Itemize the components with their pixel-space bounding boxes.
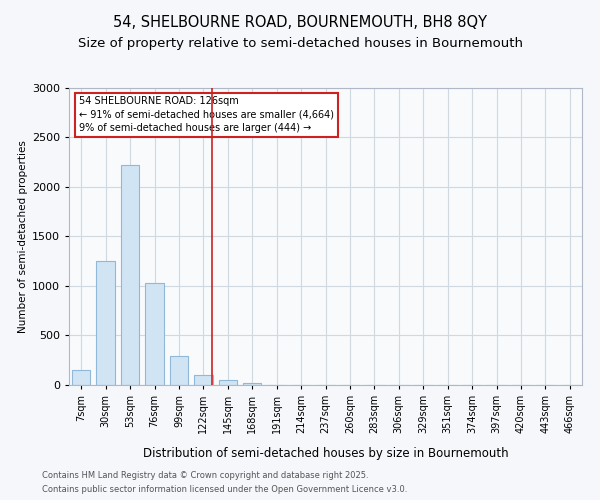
Bar (170, 356, 188, 385)
Y-axis label: Number of semi-detached properties: Number of semi-detached properties (17, 140, 28, 332)
Text: Size of property relative to semi-detached houses in Bournemouth: Size of property relative to semi-detach… (77, 38, 523, 51)
Bar (72, 370, 91, 385)
Text: Contains public sector information licensed under the Open Government Licence v3: Contains public sector information licen… (42, 484, 407, 494)
Bar (194, 375, 212, 385)
Text: 54 SHELBOURNE ROAD: 126sqm
← 91% of semi-detached houses are smaller (4,664)
9% : 54 SHELBOURNE ROAD: 126sqm ← 91% of semi… (79, 96, 334, 133)
X-axis label: Distribution of semi-detached houses by size in Bournemouth: Distribution of semi-detached houses by … (143, 448, 508, 460)
Bar (218, 380, 237, 385)
Text: 54, SHELBOURNE ROAD, BOURNEMOUTH, BH8 8QY: 54, SHELBOURNE ROAD, BOURNEMOUTH, BH8 8Q… (113, 15, 487, 30)
Bar (97, 261, 115, 385)
Bar (121, 165, 139, 385)
Bar (243, 383, 262, 385)
Text: Contains HM Land Registry data © Crown copyright and database right 2025.: Contains HM Land Registry data © Crown c… (42, 472, 368, 480)
Bar (145, 283, 164, 385)
